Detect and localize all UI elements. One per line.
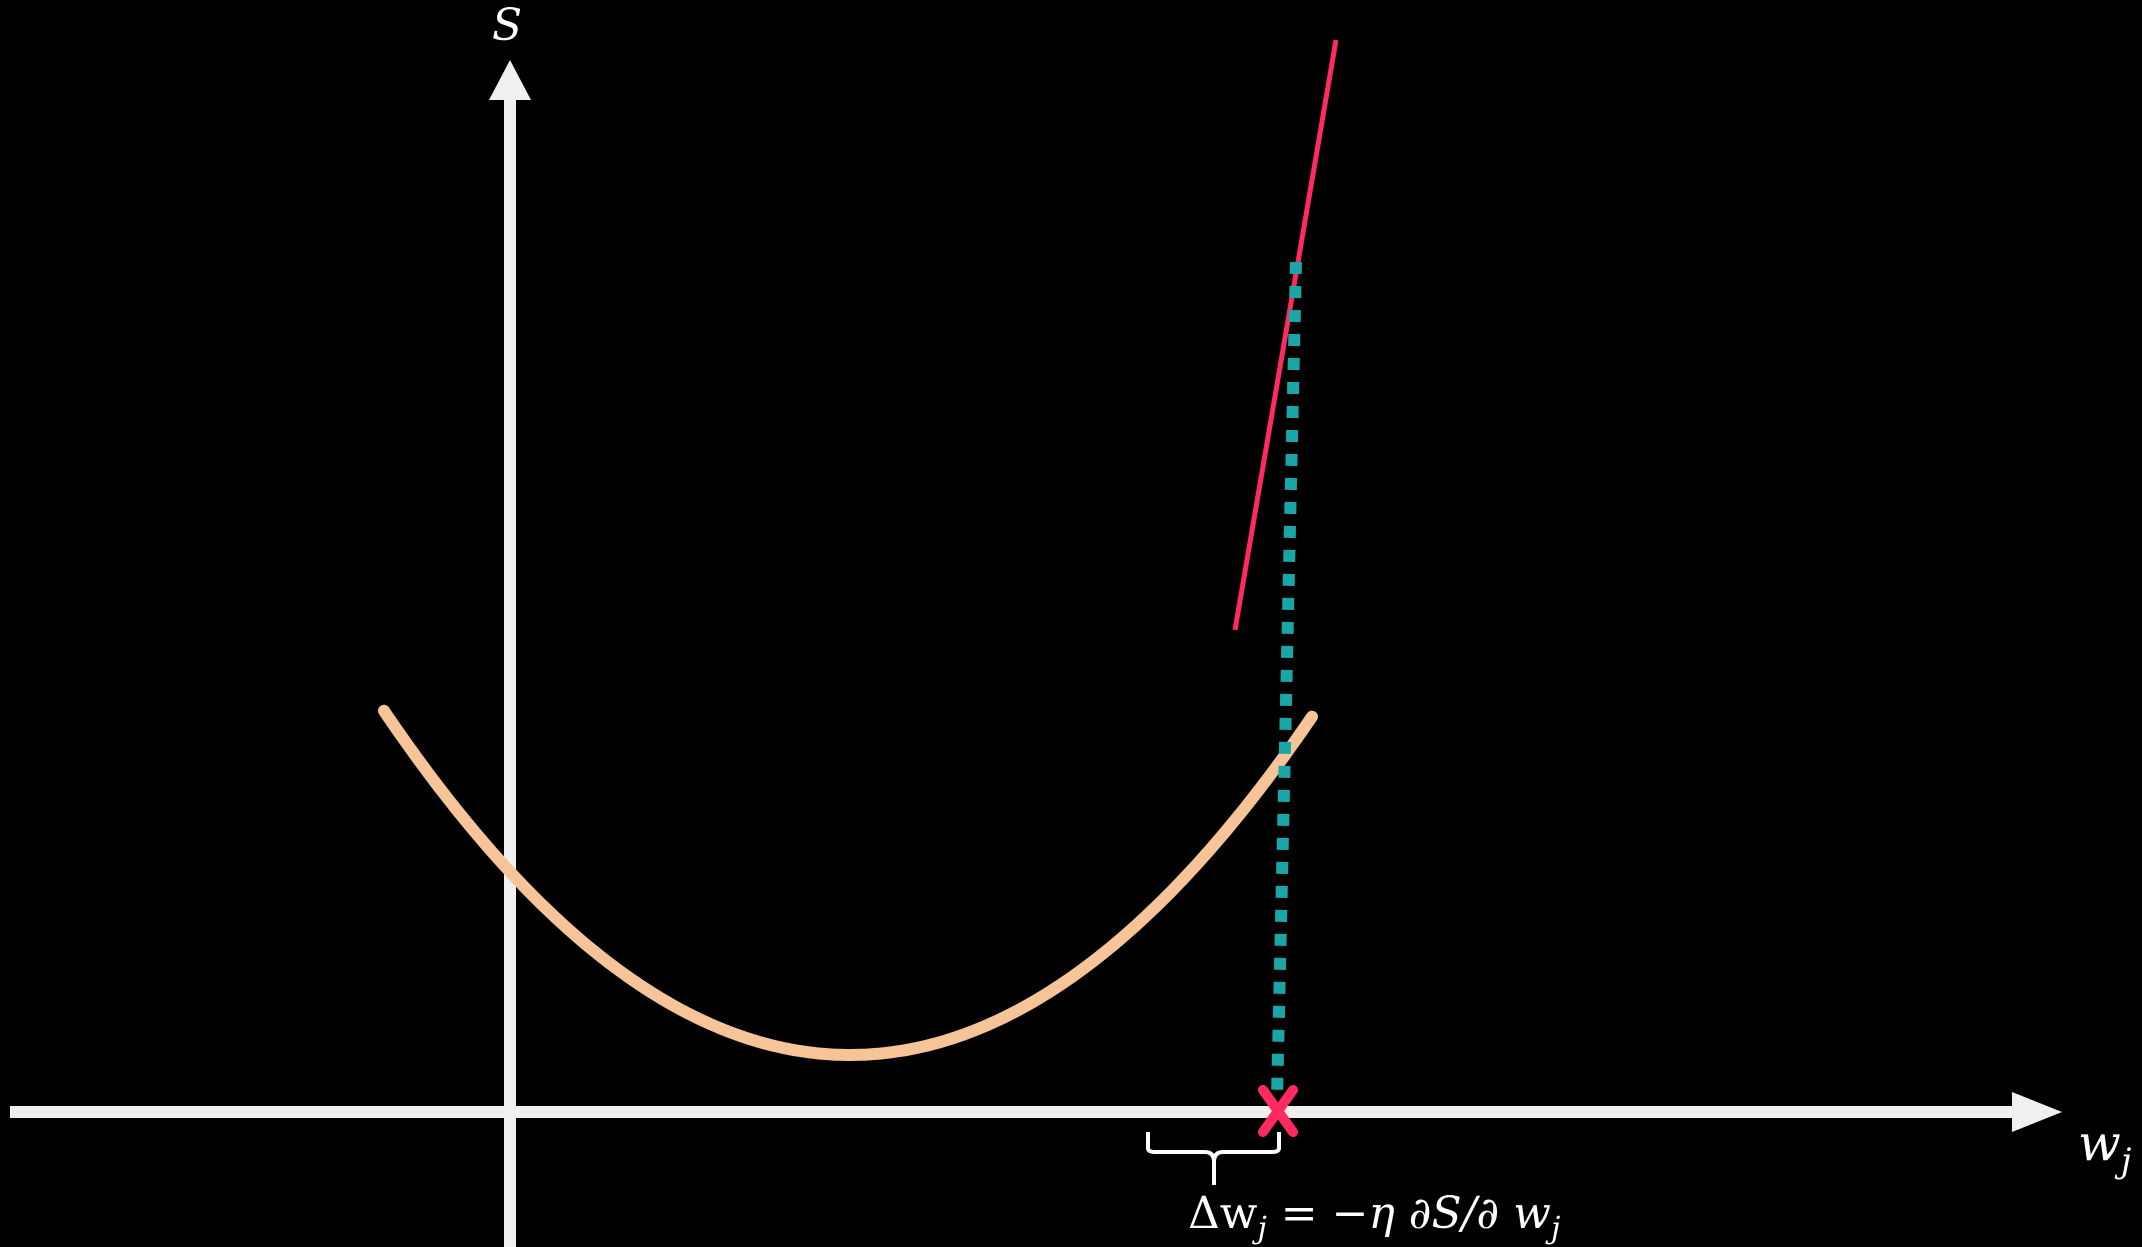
update-rule-rest: = −η ∂S/∂ w	[1267, 1188, 1551, 1239]
x-axis-label-main: w	[2078, 1114, 2121, 1172]
x-marker	[1258, 1085, 1298, 1137]
y-axis-label: S	[492, 0, 522, 51]
dotted-drop-line	[1271, 261, 1302, 1099]
step-bracket	[1146, 1132, 1281, 1185]
x-axis-arrowhead	[2012, 1092, 2062, 1132]
loss-curve	[378, 704, 1318, 1061]
update-rule-formula: Δwj = −η ∂S/∂ wj	[1188, 1188, 1560, 1246]
x-axis-label: wj	[2078, 1114, 2132, 1181]
tangent-line	[1232, 39, 1339, 631]
y-axis-arrowhead	[489, 60, 531, 100]
update-rule-delta: Δw	[1188, 1188, 1258, 1239]
